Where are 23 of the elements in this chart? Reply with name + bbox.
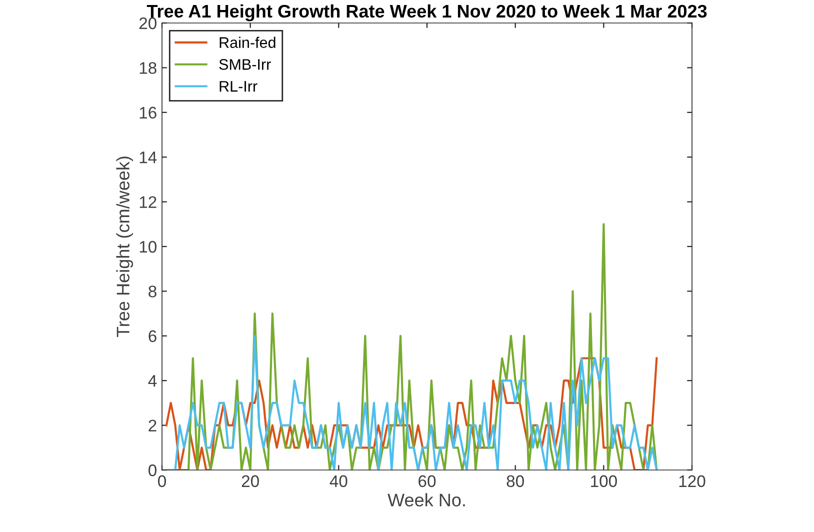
y-tick-label: 10 — [140, 240, 156, 253]
legend-label: Rain-fed — [220, 36, 276, 48]
y-tick-label: 18 — [140, 62, 156, 74]
y-tick-label: 8 — [148, 286, 156, 298]
x-tick-label: 120 — [679, 475, 706, 488]
x-tick-label: 60 — [418, 475, 436, 488]
y-tick-label: 4 — [148, 375, 157, 387]
y-tick-label: 6 — [148, 330, 156, 342]
y-tick-label: 14 — [140, 152, 157, 164]
y-tick-label: 2 — [148, 420, 156, 432]
y-tick-label: 0 — [148, 464, 156, 476]
x-tick-label: 40 — [330, 475, 348, 488]
y-axis-title: Tree Height (cm/week) — [116, 156, 134, 338]
y-tick-label: 16 — [140, 106, 156, 119]
x-tick-label: 100 — [591, 475, 617, 488]
legend-label: RL-Irr — [220, 81, 258, 92]
x-tick-label: 20 — [242, 475, 259, 488]
line-series — [165, 334, 658, 470]
x-tick-label: 0 — [158, 475, 166, 488]
x-tick-label: 80 — [506, 475, 524, 488]
legend-label: SMB-Irr — [219, 59, 271, 70]
x-axis-title: Week No. — [388, 493, 465, 506]
y-tick-label: 12 — [140, 196, 156, 208]
